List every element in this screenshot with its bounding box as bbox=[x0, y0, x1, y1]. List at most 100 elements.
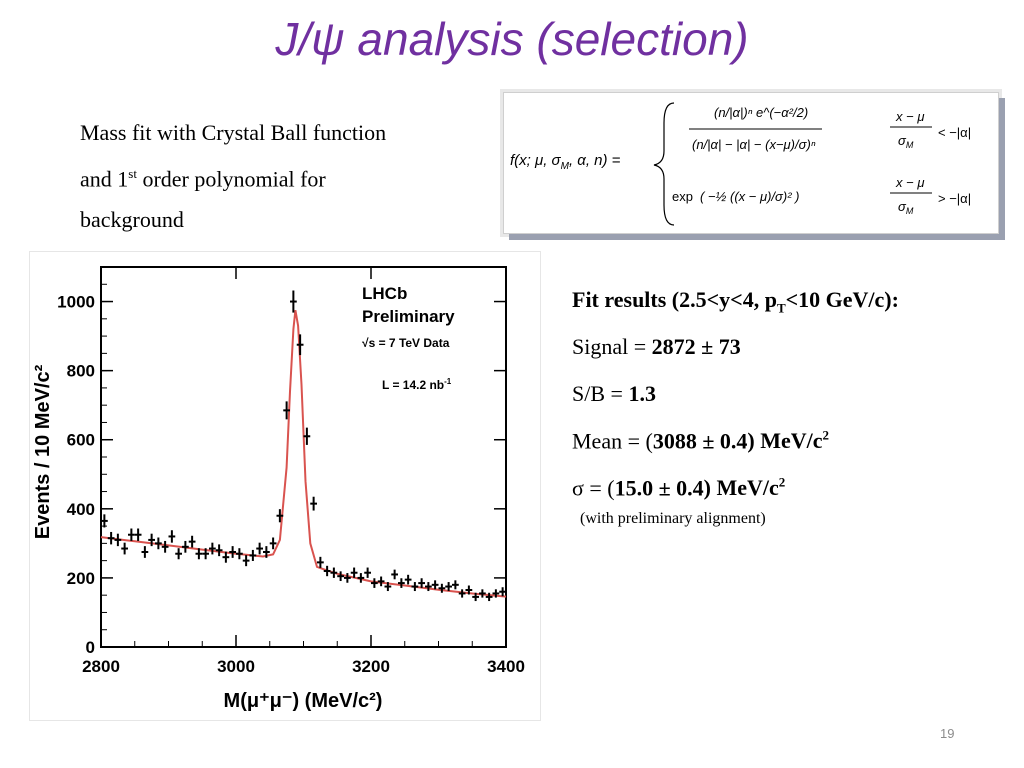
data-point bbox=[492, 589, 500, 598]
case2-argument: ( −½ ((x − μ)/σ)² ) bbox=[700, 189, 799, 204]
data-point bbox=[242, 555, 250, 567]
data-point bbox=[182, 540, 189, 553]
data-point bbox=[499, 587, 506, 597]
y-tick-label: 800 bbox=[67, 362, 95, 381]
description-line-2: and 1st order polynomial for bbox=[80, 166, 326, 192]
data-point bbox=[276, 509, 284, 523]
data-point bbox=[357, 573, 365, 583]
sb-row: S/B = 1.3 bbox=[572, 381, 656, 406]
data-point bbox=[350, 567, 358, 578]
y-tick-label: 200 bbox=[67, 569, 95, 588]
data-point bbox=[404, 574, 412, 585]
data-point bbox=[344, 573, 351, 583]
data-point bbox=[317, 556, 324, 568]
data-point bbox=[128, 528, 135, 541]
sigma-row: σ = (15.0 ± 0.4) MeV/c2 bbox=[572, 475, 786, 501]
x-axis-label: M(μ⁺μ⁻) (MeV/c²) bbox=[224, 690, 383, 712]
data-point bbox=[364, 567, 371, 578]
case1-denominator: (n/|α| − |α| − (x−μ)/σ)ⁿ bbox=[692, 137, 816, 152]
data-point bbox=[188, 535, 196, 548]
data-point bbox=[391, 569, 398, 580]
fit-curve bbox=[100, 310, 507, 598]
fit-results: Fit results (2.5<y<4, pT<10 GeV/c): Sign… bbox=[572, 287, 1012, 528]
mass-fit-plot: 2800 3000 3200 3400 0 200 400 600 800 1000 LHCb P… bbox=[29, 251, 541, 721]
data-point bbox=[101, 514, 108, 528]
x-tick-label: 3400 bbox=[487, 657, 525, 676]
data-point bbox=[330, 567, 338, 578]
x-tick-label: 3200 bbox=[352, 657, 390, 676]
data-point bbox=[236, 548, 243, 560]
data-point bbox=[209, 542, 216, 555]
case2-frac-num: x − μ bbox=[895, 175, 924, 190]
lumi-label: L = 14.2 nb-1 bbox=[382, 377, 452, 392]
data-point bbox=[202, 548, 209, 560]
data-point bbox=[114, 533, 122, 547]
data-point bbox=[479, 589, 486, 598]
description-line-3: background bbox=[80, 207, 184, 233]
mass-fit-chart: 2800 3000 3200 3400 0 200 400 600 800 1000 LHCb P… bbox=[32, 266, 525, 712]
case1-condition: < −|α| bbox=[938, 125, 971, 140]
data-point bbox=[222, 551, 230, 563]
signal-row: Signal = 2872 ± 73 bbox=[572, 334, 741, 359]
experiment-label: LHCb bbox=[362, 284, 407, 303]
data-point bbox=[425, 582, 432, 592]
data-point bbox=[141, 546, 149, 558]
data-point bbox=[310, 496, 317, 511]
data-point bbox=[229, 546, 236, 558]
y-tick-label: 600 bbox=[67, 431, 95, 450]
case2-exp: exp bbox=[672, 189, 693, 204]
data-point bbox=[148, 533, 155, 547]
data-point bbox=[290, 290, 297, 313]
data-point bbox=[438, 583, 446, 593]
data-point bbox=[371, 578, 378, 588]
case2-frac-den: σM bbox=[898, 199, 914, 216]
description-line-1: Mass fit with Crystal Ball function bbox=[80, 120, 387, 145]
case1-frac-den: σM bbox=[898, 133, 914, 150]
energy-label: √s = 7 TeV Data bbox=[362, 336, 450, 350]
data-point bbox=[472, 592, 479, 602]
fit-description: Mass fit with Crystal Ball function and … bbox=[80, 112, 490, 240]
case2-condition: > −|α| bbox=[938, 191, 971, 206]
slide-title: J/ψ analysis (selection) bbox=[275, 13, 749, 65]
alignment-note: (with preliminary alignment) bbox=[580, 510, 766, 527]
data-point bbox=[465, 585, 473, 595]
results-header: Fit results (2.5<y<4, pT<10 GeV/c): bbox=[572, 287, 899, 316]
data-point bbox=[303, 427, 311, 445]
data-point bbox=[249, 549, 257, 561]
sb-value: 1.3 bbox=[628, 381, 656, 406]
data-point bbox=[121, 542, 128, 555]
data-point bbox=[161, 540, 169, 553]
data-point bbox=[168, 530, 176, 543]
data-point bbox=[411, 582, 419, 592]
data-point bbox=[458, 589, 466, 598]
signal-value: 2872 ± 73 bbox=[651, 334, 741, 359]
data-point bbox=[323, 565, 331, 577]
data-point bbox=[485, 592, 493, 602]
y-tick-label: 400 bbox=[67, 500, 95, 519]
data-point bbox=[195, 548, 203, 560]
data-point bbox=[283, 401, 290, 420]
y-tick-label: 0 bbox=[86, 638, 95, 657]
data-point bbox=[431, 580, 439, 590]
y-tick-label: 1000 bbox=[57, 293, 95, 312]
formula-lhs: f(x; μ, σM, α, n) = bbox=[510, 152, 621, 172]
data-point bbox=[418, 578, 425, 588]
x-tick-label: 2800 bbox=[82, 657, 120, 676]
formula-brace bbox=[653, 102, 675, 226]
data-point bbox=[398, 578, 405, 588]
data-point bbox=[175, 548, 182, 560]
case1-frac-num: x − μ bbox=[895, 109, 924, 124]
crystal-ball-formula: f(x; μ, σM, α, n) = (n/|α|)ⁿ e^(−α²/2) (… bbox=[503, 92, 999, 234]
page-number: 19 bbox=[940, 726, 955, 741]
data-point bbox=[384, 582, 392, 592]
data-point bbox=[452, 580, 459, 590]
data-point bbox=[445, 582, 452, 592]
data-point bbox=[215, 544, 223, 557]
data-point bbox=[377, 576, 385, 587]
case1-numerator: (n/|α|)ⁿ e^(−α²/2) bbox=[714, 105, 808, 120]
x-tick-label: 3000 bbox=[217, 657, 255, 676]
y-axis-label: Events / 10 MeV/c² bbox=[32, 364, 54, 539]
data-point bbox=[155, 537, 162, 550]
mean-value: 3088 ± 0.4 bbox=[652, 428, 748, 454]
data-point bbox=[296, 334, 304, 356]
